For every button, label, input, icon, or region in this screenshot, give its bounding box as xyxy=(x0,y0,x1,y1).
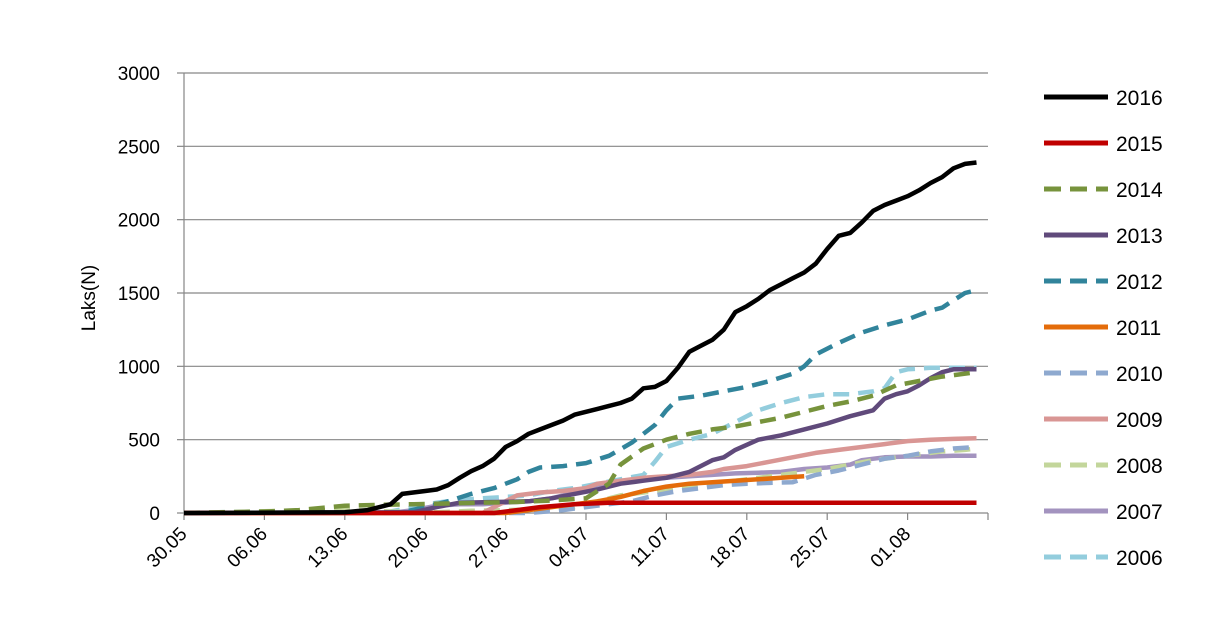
y-tick-labels: 0 500 1000 1500 2000 2500 3000 xyxy=(118,64,160,525)
y-tick-label: 1000 xyxy=(118,357,160,378)
y-tick-label: 2000 xyxy=(118,211,160,232)
legend-label-2013: 2013 xyxy=(1116,225,1163,248)
x-tick-labels: 30.05 06.06 13.06 20.06 27.06 04.07 11.07 18.07… xyxy=(143,524,915,572)
legend-label-2010: 2010 xyxy=(1116,363,1163,386)
legend-label-2016: 2016 xyxy=(1116,87,1163,110)
x-tick-label: 04.07 xyxy=(545,524,593,572)
legend-label-2009: 2009 xyxy=(1116,409,1163,432)
series-line-2010 xyxy=(184,444,977,516)
series-line-2012 xyxy=(183,287,978,516)
legend-label-2015: 2015 xyxy=(1116,133,1163,156)
y-tick-label: 0 xyxy=(149,504,160,525)
series-lines xyxy=(183,160,978,516)
legend-label-2006: 2006 xyxy=(1116,547,1163,570)
series-line-2006 xyxy=(183,365,977,516)
legend-label-2007: 2007 xyxy=(1116,501,1163,524)
series-line-2009 xyxy=(184,435,977,516)
y-tick-label: 3000 xyxy=(118,64,160,85)
series-line-2016 xyxy=(183,160,977,516)
x-tick-label: 01.08 xyxy=(867,524,915,572)
x-tick-label: 11.07 xyxy=(626,524,673,571)
y-tick-label: 2500 xyxy=(118,137,160,158)
legend-label-2011: 2011 xyxy=(1116,317,1161,340)
series-line-2013 xyxy=(183,367,977,516)
legend: 2016 2015 2014 2013 2012 2011 2010 2009 2008 2007… xyxy=(1044,87,1163,570)
x-tick-label: 18.07 xyxy=(706,524,754,572)
x-tick-label: 27.06 xyxy=(465,524,513,572)
axes xyxy=(177,72,989,520)
y-tick-label: 500 xyxy=(128,431,160,452)
y-tick-label: 1500 xyxy=(118,284,160,305)
legend-label-2008: 2008 xyxy=(1116,455,1163,478)
legend-label-2012: 2012 xyxy=(1116,271,1163,294)
x-tick-label: 20.06 xyxy=(384,524,432,572)
y-axis-label: Laks(N) xyxy=(79,265,100,332)
series-line-2015 xyxy=(184,500,977,516)
x-tick-label: 30.05 xyxy=(143,524,191,572)
legend-label-2014: 2014 xyxy=(1116,179,1163,202)
series-line-2014 xyxy=(183,369,977,516)
gridlines xyxy=(184,72,988,441)
x-tick-label: 25.07 xyxy=(786,524,834,572)
x-tick-label: 06.06 xyxy=(223,524,271,572)
x-tick-label: 13.06 xyxy=(304,524,352,572)
